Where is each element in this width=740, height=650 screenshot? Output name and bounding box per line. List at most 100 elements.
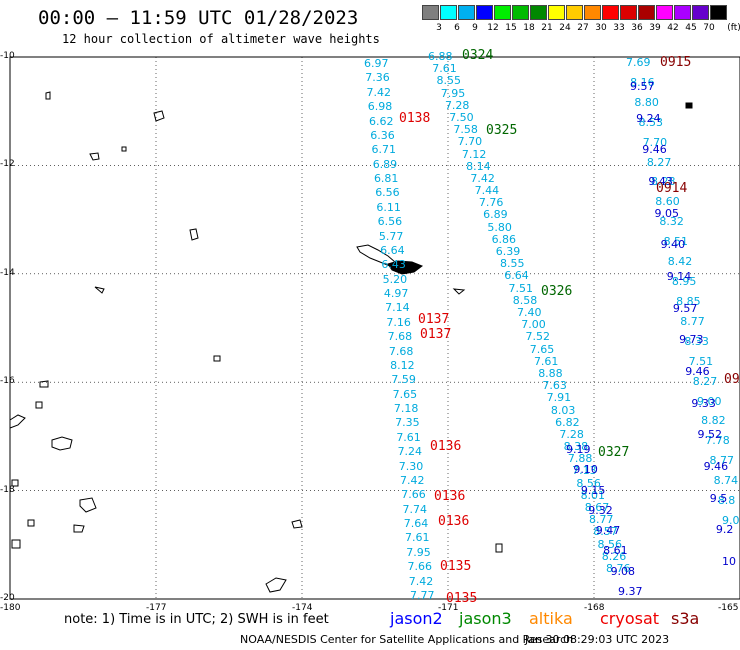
track-a-value: 7.66	[401, 488, 426, 502]
track-a-value: 7.18	[393, 402, 419, 416]
track-b-value: 8.14	[466, 159, 491, 173]
track-c-value: 8.8	[717, 494, 736, 508]
pass-time-label: 0915	[660, 55, 692, 70]
track-b-value: 6.89	[483, 208, 508, 222]
track-a-value: 7.42	[366, 85, 391, 99]
track-b-value: 7.42	[470, 171, 495, 185]
scale-swatch	[458, 5, 475, 20]
track-a-value: 7.14	[385, 301, 410, 315]
track-c-value: 8.28	[651, 175, 676, 189]
scale-swatch	[494, 5, 511, 20]
track-b-value: 8.03	[550, 403, 576, 417]
track-b-value: 7.88	[567, 452, 593, 466]
generated-timestamp: Jan 30 08:29:03 UTC 2023	[525, 633, 670, 646]
scale-unit: (ft)	[727, 23, 740, 33]
scale-label: 12	[487, 23, 499, 33]
track-b-value: 7.12	[461, 147, 487, 161]
track-b-value: 8.01	[580, 488, 606, 502]
track-b-value: 8.76	[606, 562, 631, 575]
scale-label: 15	[505, 23, 517, 33]
track-c-blue-value: 9.05	[654, 206, 680, 220]
track-c-blue-value: 9.43	[648, 175, 673, 188]
track-a-value: 7.66	[407, 560, 433, 574]
track-b-value: 8.56	[576, 476, 601, 490]
track-a-value: 7.42	[408, 574, 434, 588]
satellite-jason2: jason2	[390, 609, 443, 628]
track-b-value: 7.76	[478, 196, 504, 210]
track-b-value: 8.77	[589, 513, 614, 527]
track-c-value: 8.16	[630, 75, 655, 89]
track-c-value: 8.27	[646, 155, 672, 169]
track-b-value: 7.61	[533, 354, 559, 368]
track-c-value: 9.00	[696, 394, 722, 408]
lat-label: -12	[0, 159, 15, 170]
track-a-value: 4.97	[383, 287, 409, 301]
track-a-value: 7.64	[403, 517, 429, 531]
track-b-value: 8.57	[593, 525, 618, 539]
track-b-blue-value: 9.32	[588, 503, 613, 517]
track-a-value: 7.61	[405, 531, 430, 545]
track-b-value: 7.13	[572, 464, 597, 478]
track-b-value: 8.67	[584, 501, 610, 515]
track-a-value: 6.98	[367, 100, 393, 114]
scale-label: 6	[454, 23, 460, 33]
track-b-value: 6.39	[495, 245, 521, 259]
page-title: 00:00 – 11:59 UTC 01/28/2023	[38, 7, 359, 29]
track-b-value: 8.56	[597, 537, 623, 551]
pass-time-label: 0324	[462, 48, 494, 63]
lat-label: -14	[0, 267, 15, 278]
track-b-value: 7.91	[546, 391, 572, 405]
pass-time-label: 0136	[438, 514, 470, 529]
track-c-value: 7.69	[626, 56, 651, 69]
track-a-value: 5.20	[382, 272, 408, 286]
track-a-value: 7.61	[396, 430, 421, 444]
track-c-blue-value: 9.57	[672, 301, 698, 315]
track-a-value: 6.71	[371, 143, 396, 157]
track-c-blue-value: 9.46	[685, 365, 710, 378]
track-c-blue-value: 9.57	[630, 80, 655, 93]
scale-swatch	[530, 5, 547, 20]
track-c-value: 7.51	[688, 354, 714, 368]
track-a-value: 7.65	[392, 387, 418, 401]
map-frame	[9, 56, 740, 600]
track-c-value: 8.95	[671, 275, 697, 289]
track-c-blue-value: 10	[722, 555, 736, 568]
scale-label: 18	[523, 23, 535, 33]
track-c-value: 8.53	[638, 115, 664, 129]
track-a-value: 6.43	[381, 258, 406, 272]
track-b-blue-value: 9.47	[595, 524, 621, 538]
track-a-value: 7.35	[395, 416, 420, 430]
track-c-value: 8.32	[659, 215, 684, 229]
track-c-value: 8.27	[692, 374, 718, 388]
track-b-value: 7.63	[542, 379, 567, 393]
pass-time-label: 0326	[541, 284, 573, 299]
pass-time-label: 0138	[399, 111, 431, 126]
track-c-value: 8.80	[634, 95, 659, 109]
track-c-value: 8.77	[709, 454, 734, 468]
scale-label: 30	[595, 23, 607, 33]
track-b-value: 7.44	[474, 184, 500, 198]
track-b-blue-value: 9.19	[566, 443, 591, 456]
footer-note: note: 1) Time is in UTC; 2) SWH is in fe…	[64, 612, 329, 627]
track-b-value: 7.70	[457, 135, 483, 149]
track-c-value: 8.82	[701, 414, 726, 428]
track-b-blue-value: 9.10	[573, 463, 598, 477]
coastlines	[9, 91, 693, 593]
credit-text: NOAA/NESDIS Center for Satellite Applica…	[240, 633, 574, 646]
track-c-blue-value: 9.73	[679, 333, 704, 347]
scale-label: 45	[685, 23, 697, 33]
pass-time-label: 0135	[446, 591, 478, 606]
pass-time-label: 0136	[430, 439, 462, 454]
scale-label: 33	[613, 23, 625, 33]
scale-label: 70	[703, 23, 715, 33]
satellite-altika: altika	[529, 609, 573, 628]
track-b-value: 7.65	[529, 342, 555, 356]
track-b-value: 5.80	[487, 220, 512, 234]
lon-label: -180	[0, 603, 21, 613]
satellite-s3a: s3a	[671, 609, 700, 628]
track-a-value: 7.95	[406, 545, 431, 559]
track-c-blue-value: 9.2	[715, 523, 734, 537]
pass-time-label: 0325	[486, 123, 518, 138]
track-c-value: 8.60	[655, 195, 680, 209]
scale-swatch	[476, 5, 493, 20]
